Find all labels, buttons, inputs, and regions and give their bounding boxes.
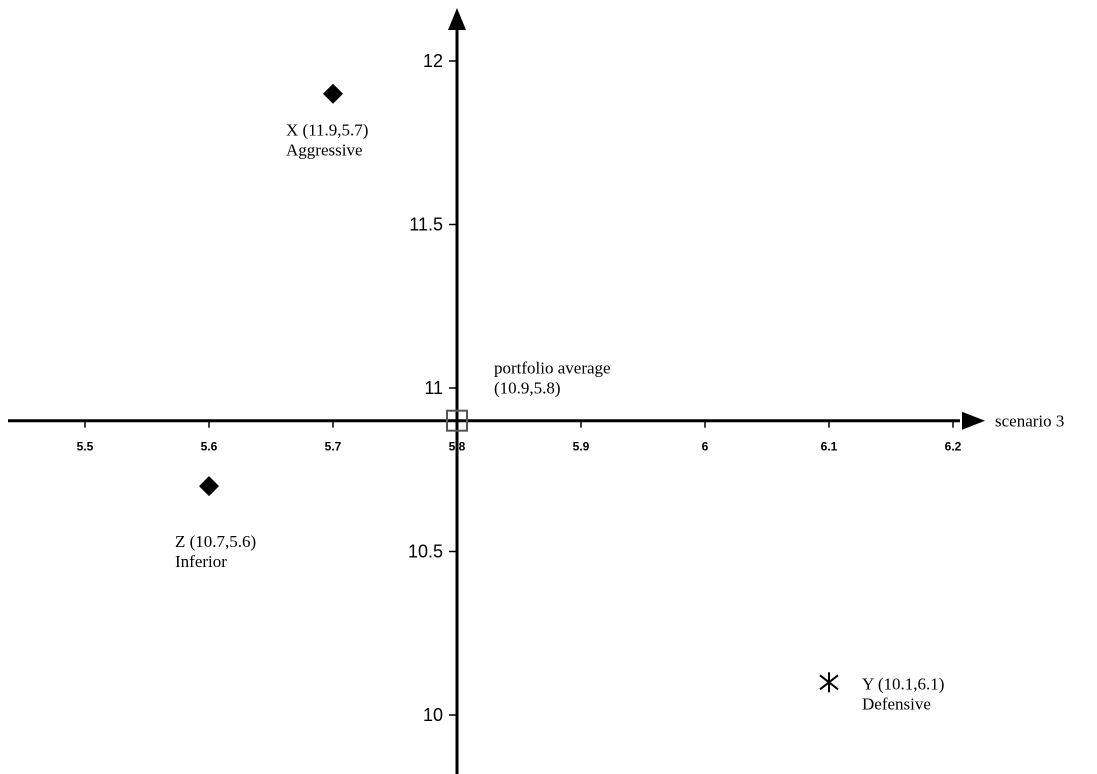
data-points bbox=[199, 83, 839, 693]
x-tick-label: 6 bbox=[702, 440, 709, 454]
x-tick-label: 5.7 bbox=[325, 440, 342, 454]
point-z-diamond-marker bbox=[199, 476, 219, 497]
x-tick-label: 5.6 bbox=[201, 440, 218, 454]
x-tick-label: 5.9 bbox=[573, 440, 590, 454]
x-tick-label: 6.2 bbox=[945, 440, 962, 454]
axis-ticks: 5.5 5.6 5.7 5.8 5.9 6 6.1 6.2 10 10.5 11 11.5 12 bbox=[77, 51, 962, 725]
y-tick-label: 10.5 bbox=[408, 542, 443, 562]
point-average-square-marker bbox=[446, 409, 468, 432]
x-tick-label: 5.8 bbox=[449, 440, 466, 454]
point-avg-label: portfolio average (10.9,5.8) bbox=[494, 359, 611, 398]
y-axis-arrow-icon bbox=[448, 8, 466, 30]
x-tick-label: 5.5 bbox=[77, 440, 94, 454]
y-tick-label: 12 bbox=[423, 51, 443, 71]
y-tick-label: 11.5 bbox=[409, 215, 443, 235]
y-tick-label: 10 bbox=[423, 705, 443, 725]
y-tick-label: 11 bbox=[424, 378, 443, 398]
point-y-asterisk-marker bbox=[819, 672, 839, 693]
point-x-diamond-marker bbox=[323, 83, 343, 104]
x-axis-arrow-icon bbox=[962, 411, 985, 430]
point-labels: X (11.9,5.7) Aggressive Z (10.7,5.6) Inferi… bbox=[175, 121, 944, 714]
x-axis-title: scenario 3 bbox=[995, 412, 1064, 431]
axes bbox=[8, 8, 985, 774]
point-x-label: X (11.9,5.7) Aggressive bbox=[286, 121, 368, 160]
x-tick-label: 6.1 bbox=[821, 440, 838, 454]
point-y-label: Y (10.1,6.1) Defensive bbox=[862, 674, 944, 713]
point-z-label: Z (10.7,5.6) Inferior bbox=[175, 532, 256, 571]
